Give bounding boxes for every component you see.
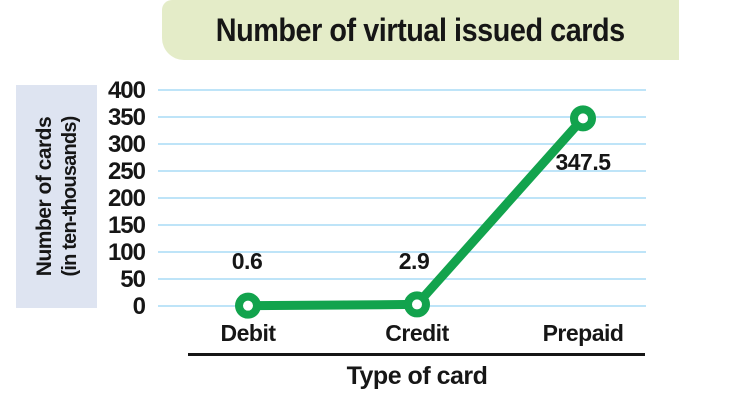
y-tick-label: 50 bbox=[120, 266, 146, 293]
data-point-marker bbox=[404, 291, 430, 318]
y-axis-title-block: Number of cards (in ten-thousands) bbox=[16, 85, 97, 308]
y-tick-label: 0 bbox=[132, 293, 146, 320]
x-axis-line bbox=[188, 353, 645, 356]
data-point-label: 347.5 bbox=[555, 149, 611, 176]
data-line bbox=[243, 113, 588, 311]
x-category-label: Prepaid bbox=[542, 320, 624, 346]
y-tick-label: 150 bbox=[107, 212, 146, 239]
x-axis-title: Type of card bbox=[346, 362, 488, 390]
x-category-label: Credit bbox=[385, 320, 449, 346]
data-point-marker bbox=[570, 105, 596, 132]
y-tick-label: 350 bbox=[107, 104, 146, 131]
y-tick-label: 300 bbox=[107, 131, 146, 158]
data-point-marker bbox=[235, 292, 261, 319]
y-tick-label: 400 bbox=[107, 77, 146, 104]
data-point-label: 2.9 bbox=[398, 248, 430, 275]
y-tick-label: 200 bbox=[107, 185, 146, 212]
chart-title: Number of virtual issued cards bbox=[215, 11, 626, 48]
data-point-label: 0.6 bbox=[231, 247, 263, 274]
y-tick-label: 250 bbox=[107, 158, 146, 185]
x-category-label: Debit bbox=[220, 320, 277, 346]
chart-title-block: Number of virtual issued cards bbox=[162, 0, 679, 60]
y-tick-label: 100 bbox=[107, 239, 146, 266]
